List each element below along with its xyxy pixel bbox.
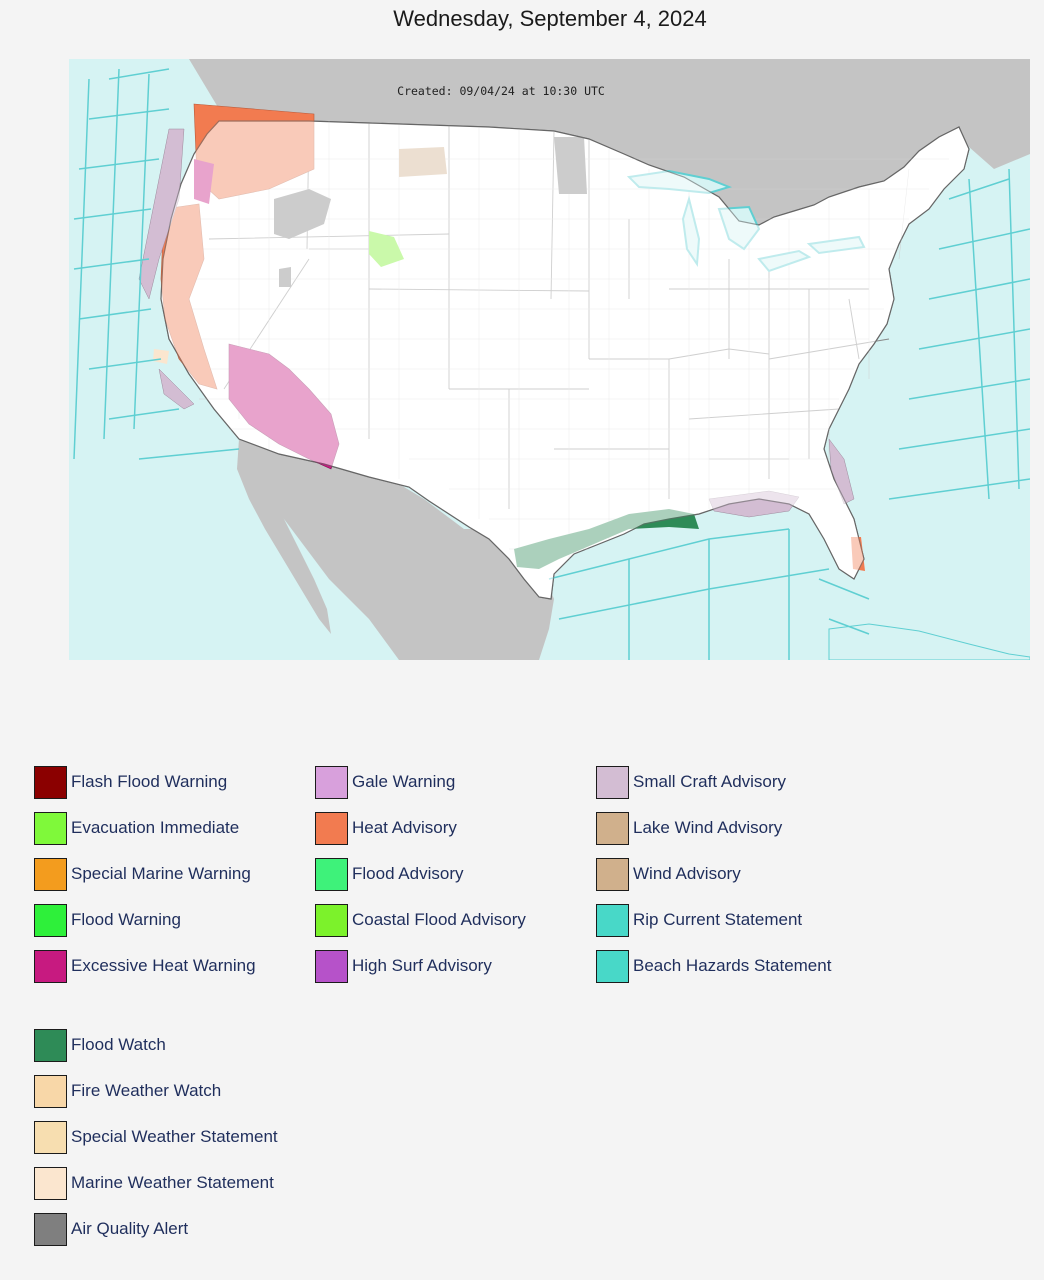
legend-label: Marine Weather Statement	[71, 1173, 274, 1192]
legend-swatch	[315, 765, 348, 799]
legend-label: Excessive Heat Warning	[71, 956, 256, 975]
canada-land	[189, 59, 1030, 227]
legend-item: Flash Flood Warning	[34, 759, 256, 805]
legend-item: Rip Current Statement	[596, 897, 831, 943]
legend-item: Heat Advisory	[315, 805, 526, 851]
legend-label: Rip Current Statement	[633, 910, 803, 929]
marine-zones	[73, 68, 1030, 660]
legend-column-2: Gale Warning Heat Advisory Flood Advisor…	[315, 759, 526, 989]
legend-item: Special Marine Warning	[34, 851, 256, 897]
legend-column-3: Small Craft Advisory Lake Wind Advisory …	[596, 759, 831, 989]
legend-item: Lake Wind Advisory	[596, 805, 831, 851]
marine-weather-region	[153, 349, 169, 364]
legend-item: Gale Warning	[315, 759, 526, 805]
legend-label: Gale Warning	[352, 772, 456, 791]
legend-label: Air Quality Alert	[71, 1219, 189, 1238]
legend-swatch	[596, 811, 629, 845]
legend-label: Coastal Flood Advisory	[352, 910, 526, 929]
legend-swatch	[596, 765, 629, 799]
cuba-land	[828, 623, 1030, 660]
legend-item: Special Weather Statement	[34, 1114, 278, 1160]
legend-label: Special Weather Statement	[71, 1127, 278, 1146]
legend-swatch	[315, 903, 348, 937]
legend-item: High Surf Advisory	[315, 943, 526, 989]
legend-swatch	[34, 949, 67, 983]
legend-item: Evacuation Immediate	[34, 805, 256, 851]
legend-swatch	[596, 903, 629, 937]
legend-item: Wind Advisory	[596, 851, 831, 897]
legend-label: Heat Advisory	[352, 818, 457, 837]
legend-swatch	[34, 903, 67, 937]
map-svg: Created: 09/04/24 at 10:30 UTC	[73, 59, 1030, 660]
legend-item: Small Craft Advisory	[596, 759, 831, 805]
legend-column-4: Flood Watch Fire Weather Watch Special W…	[34, 1022, 278, 1252]
legend-swatch	[34, 765, 67, 799]
page-title: Wednesday, September 4, 2024	[393, 6, 707, 31]
legend-swatch	[34, 1074, 67, 1108]
legend-item: Beach Hazards Statement	[596, 943, 831, 989]
legend-swatch	[596, 949, 629, 983]
legend-label: Beach Hazards Statement	[633, 956, 832, 975]
mexico-land	[239, 439, 554, 660]
legend-swatch	[34, 1212, 67, 1246]
legend-label: Fire Weather Watch	[71, 1081, 222, 1100]
legend-label: Small Craft Advisory	[633, 772, 787, 791]
legend-item: Flood Warning	[34, 897, 256, 943]
legend-label: Flood Advisory	[352, 864, 464, 883]
legend-swatch	[34, 811, 67, 845]
legend-item: Air Quality Alert	[34, 1206, 278, 1252]
created-label: Created: 09/04/24 at 10:30 UTC	[397, 84, 605, 98]
legend-swatch	[315, 949, 348, 983]
legend-label: Wind Advisory	[633, 864, 741, 883]
legend-swatch	[315, 857, 348, 891]
baja-land	[237, 439, 331, 634]
legend-item: Flood Watch	[34, 1022, 278, 1068]
legend-item: Fire Weather Watch	[34, 1068, 278, 1114]
legend-swatch	[34, 1120, 67, 1154]
legend-label: High Surf Advisory	[352, 956, 492, 975]
legend-swatch	[34, 1028, 67, 1062]
legend-label: Flood Watch	[71, 1035, 166, 1054]
legend-label: Lake Wind Advisory	[633, 818, 783, 837]
legend-swatch	[315, 811, 348, 845]
legend-label: Evacuation Immediate	[71, 818, 240, 837]
legend-item: Flood Advisory	[315, 851, 526, 897]
legend-item: Marine Weather Statement	[34, 1160, 278, 1206]
legend-swatch	[596, 857, 629, 891]
legend-label: Special Marine Warning	[71, 864, 251, 883]
legend-item: Coastal Flood Advisory	[315, 897, 526, 943]
legend-column-1: Flash Flood Warning Evacuation Immediate…	[34, 759, 256, 989]
alerts-map[interactable]: Created: 09/04/24 at 10:30 UTC	[69, 59, 1030, 660]
legend-swatch	[34, 1166, 67, 1200]
legend-label: Flash Flood Warning	[71, 772, 228, 791]
legend-label: Flood Warning	[71, 910, 181, 929]
legend-swatch	[34, 857, 67, 891]
legend-item: Excessive Heat Warning	[34, 943, 256, 989]
